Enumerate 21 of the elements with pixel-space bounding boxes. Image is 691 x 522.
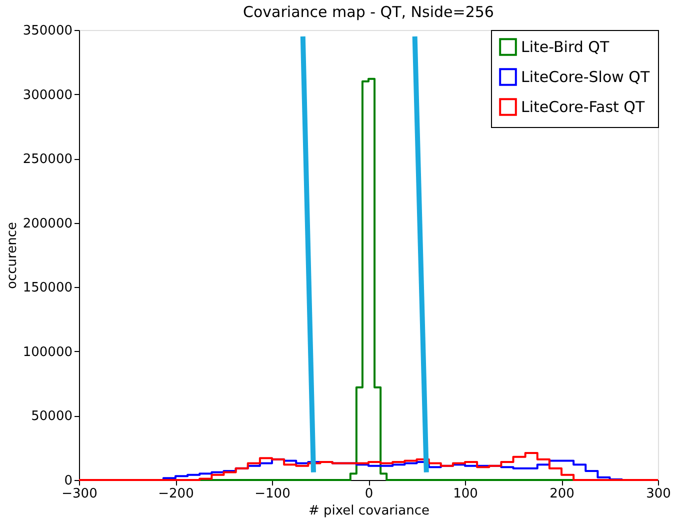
x-tick-label: −100 [254,486,290,502]
y-tick-label: 50000 [31,409,72,424]
y-tick-label: 300000 [22,88,72,103]
x-tick-label: 200 [550,486,574,502]
y-tick-label: 200000 [22,216,72,232]
x-tick-label: −200 [158,486,194,502]
x-axis-title: # pixel covariance [308,504,430,518]
legend-label: LiteCore-Slow QT [521,68,650,86]
y-axis-title: occurence [4,222,20,289]
y-tick-label: 100000 [22,344,72,360]
y-tick-label: 350000 [22,24,72,38]
x-tick-label: 0 [364,486,374,502]
legend-label: LiteCore-Fast QT [521,98,646,116]
legend-label: Lite-Bird QT [521,38,610,56]
x-tick-label: 100 [453,486,478,502]
y-tick-label: 0 [64,474,72,488]
y-tick-label: 150000 [22,280,72,296]
y-tick-label: 250000 [22,152,72,168]
chart-title: Covariance map - QT, Nside=256 [243,3,494,21]
x-tick-label: −300 [62,486,98,502]
x-tick-label: 300 [646,486,671,502]
